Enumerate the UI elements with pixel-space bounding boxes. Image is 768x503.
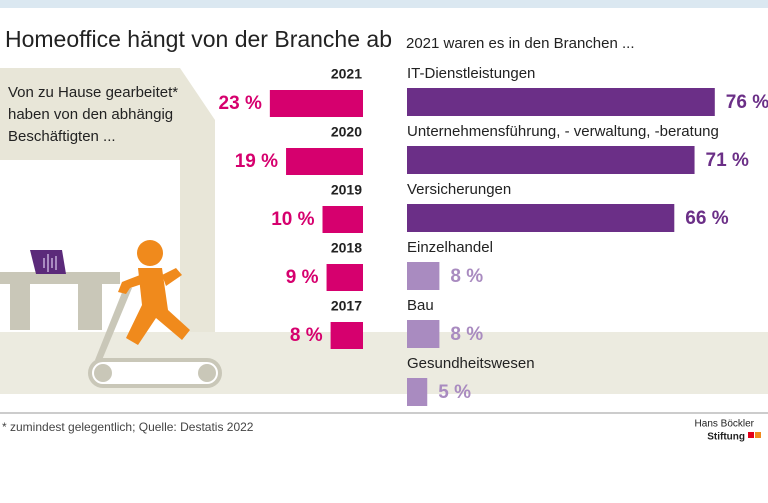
year-label: 2021 [331, 66, 362, 82]
title: Homeoffice hängt von der Branche ab [5, 26, 392, 52]
value-label: 5 % [438, 382, 471, 403]
value-label: 71 % [706, 150, 749, 171]
bar [326, 264, 363, 291]
value-label: 23 % [219, 93, 262, 114]
value-label: 8 % [450, 266, 483, 287]
value-label: 8 % [290, 325, 323, 346]
left-subtitle: Von zu Hause gearbeitet* haben von den a… [8, 84, 179, 145]
logo-mark [755, 432, 761, 438]
bar [407, 378, 428, 406]
value-label: 66 % [685, 208, 728, 229]
lamp-shape [0, 68, 215, 332]
value-label: 9 % [286, 267, 319, 288]
bar [322, 206, 363, 233]
right-subtitle: 2021 waren es in den Branchen ... [406, 35, 635, 52]
category-label: Versicherungen [407, 181, 511, 198]
logo-mark [748, 432, 754, 438]
logo-line: Stiftung [707, 432, 745, 443]
year-label: 2019 [331, 182, 362, 198]
value-label: 19 % [235, 151, 278, 172]
year-label: 2018 [331, 240, 362, 256]
year-label: 2017 [331, 298, 362, 314]
value-label: 10 % [271, 209, 314, 230]
category-label: Gesundheitswesen [407, 355, 535, 372]
value-label: 8 % [450, 324, 483, 345]
left-subtitle-box: Von zu Hause gearbeitet* haben von den a… [8, 84, 179, 145]
top-band [0, 0, 768, 8]
bar [407, 204, 675, 232]
category-label: Einzelhandel [407, 239, 493, 256]
bar [286, 148, 363, 175]
value-label: 76 % [726, 92, 768, 113]
bar [269, 90, 363, 117]
year-label: 2020 [331, 124, 362, 140]
logo-line: Hans Böckler [695, 419, 755, 430]
bar [407, 262, 440, 290]
illustration [0, 240, 222, 388]
bar [330, 322, 363, 349]
category-label: Bau [407, 297, 434, 314]
bar [407, 146, 695, 174]
bar [407, 88, 715, 116]
category-label: IT-Dienstleistungen [407, 65, 535, 82]
footnote: * zumindest gelegentlich; Quelle: Destat… [2, 420, 254, 434]
category-label: Unternehmensführung, - verwaltung, -bera… [407, 123, 719, 140]
bar [407, 320, 440, 348]
